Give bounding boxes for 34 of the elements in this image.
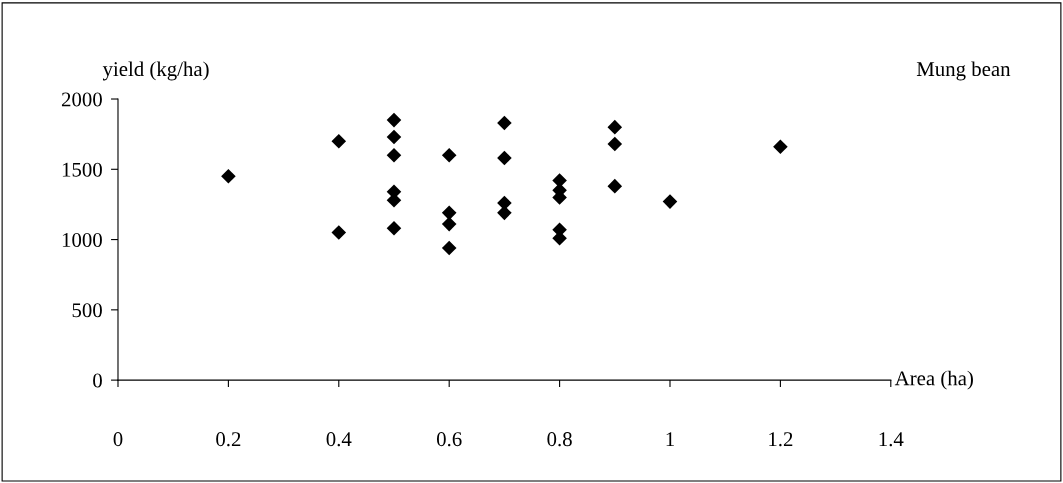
point <box>331 225 347 240</box>
x-tick-label: 0 <box>113 432 123 447</box>
y-axis-title: yield (kg/ha) <box>102 61 209 81</box>
x-tick-label: 0.6 <box>436 432 462 447</box>
point <box>607 178 623 194</box>
x-tick-label: 1.4 <box>879 432 904 447</box>
point <box>221 169 236 184</box>
point <box>497 115 512 131</box>
point <box>441 240 457 256</box>
point <box>386 112 402 128</box>
point <box>773 139 788 155</box>
point <box>386 129 402 145</box>
y-tick-label: 1000 <box>62 232 102 247</box>
x-tick-label: 1 <box>666 432 674 446</box>
point <box>441 216 457 232</box>
point <box>331 133 347 149</box>
point <box>386 221 402 236</box>
point <box>607 136 623 152</box>
y-tick-label: 1500 <box>62 162 102 177</box>
x-tick-label: 1.2 <box>769 432 793 447</box>
x-tick-label: 0.8 <box>547 432 572 447</box>
y-tick-label: 500 <box>72 303 102 318</box>
x-axis-title: Area (ha) <box>894 370 973 390</box>
point <box>441 147 457 163</box>
point <box>497 150 512 166</box>
point <box>662 194 678 209</box>
text: Mung bean <box>916 61 1011 81</box>
point <box>441 205 457 221</box>
y-tick-label: 0 <box>93 373 102 388</box>
point <box>607 119 623 135</box>
point <box>386 147 402 163</box>
y-tick-label: 2000 <box>61 92 102 107</box>
x-tick-label: 0.2 <box>216 432 241 447</box>
x-tick-label: 0.4 <box>326 432 352 447</box>
